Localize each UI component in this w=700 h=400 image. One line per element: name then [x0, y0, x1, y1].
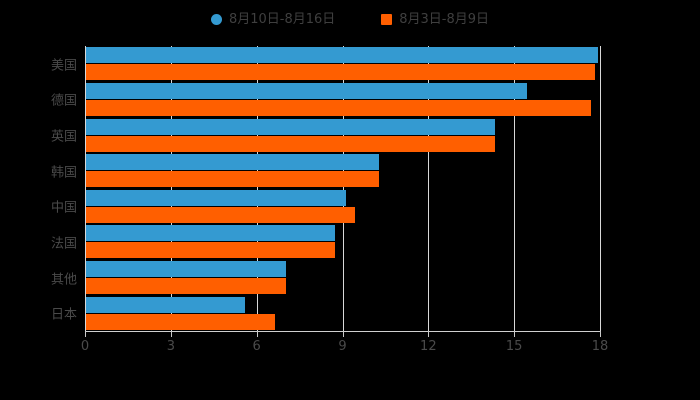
y-axis-labels: 美国德国英国韩国中国法国其他日本	[0, 46, 77, 331]
bar-segment[interactable]	[86, 242, 335, 259]
x-tick-label: 18	[591, 339, 609, 354]
y-tick-label: 其他	[50, 272, 77, 288]
y-tick-label: 法国	[50, 236, 77, 252]
bar-segment[interactable]	[86, 47, 599, 64]
x-gridline	[170, 46, 172, 331]
bar-segment[interactable]	[86, 225, 335, 242]
bar-segment[interactable]	[86, 118, 496, 135]
x-tick-label: 6	[252, 339, 261, 354]
bar-segment[interactable]	[86, 82, 527, 99]
y-axis-line	[85, 46, 86, 331]
bar-segment[interactable]	[86, 171, 380, 188]
x-tickmark	[514, 331, 516, 337]
x-tickmark	[85, 331, 86, 337]
x-gridline	[342, 46, 344, 331]
bar-segment[interactable]	[86, 135, 496, 152]
legend-marker-circle-icon	[210, 13, 222, 25]
x-gridline	[600, 46, 601, 331]
bar-segment[interactable]	[86, 99, 591, 116]
bar-segment[interactable]	[86, 64, 596, 81]
legend-marker-square-icon	[381, 13, 393, 25]
x-tickmark	[600, 331, 601, 337]
x-gridline	[514, 46, 516, 331]
legend-label-series-1: 8月3日-8月9日	[399, 11, 490, 27]
y-tick-label: 德国	[50, 93, 77, 109]
chart-legend: 8月10日-8月16日 8月3日-8月9日	[0, 6, 700, 32]
plot-area: 0 3 6 9 12 15 18	[81, 46, 608, 354]
bar-segment[interactable]	[86, 206, 355, 223]
bar-segment[interactable]	[86, 154, 380, 171]
y-tick-label: 美国	[50, 58, 77, 74]
y-tick-label: 日本	[50, 307, 77, 323]
bar-segment[interactable]	[86, 261, 287, 278]
bar-segment[interactable]	[86, 189, 347, 206]
x-tick-label: 15	[505, 339, 523, 354]
x-gridline	[256, 46, 258, 331]
x-gridline	[428, 46, 430, 331]
y-tick-label: 英国	[50, 129, 77, 145]
x-tickmark	[170, 331, 172, 337]
legend-item-series-1[interactable]: 8月3日-8月9日	[381, 13, 489, 26]
x-tick-label: 12	[420, 339, 437, 354]
bar-segment[interactable]	[86, 296, 245, 313]
x-tick-label: 3	[166, 339, 175, 354]
x-tickmark	[428, 331, 430, 337]
x-tickmark	[256, 331, 258, 337]
legend-label-series-0: 8月10日-8月16日	[228, 11, 336, 27]
x-tick-label: 9	[338, 339, 347, 354]
x-tickmark	[342, 331, 344, 337]
x-tick-label: 0	[80, 339, 90, 354]
bar-segment[interactable]	[86, 313, 275, 330]
bar-segment[interactable]	[86, 278, 287, 295]
legend-item-series-0[interactable]: 8月10日-8月16日	[210, 11, 336, 27]
y-tick-label: 韩国	[50, 165, 77, 181]
y-tick-label: 中国	[50, 200, 77, 216]
